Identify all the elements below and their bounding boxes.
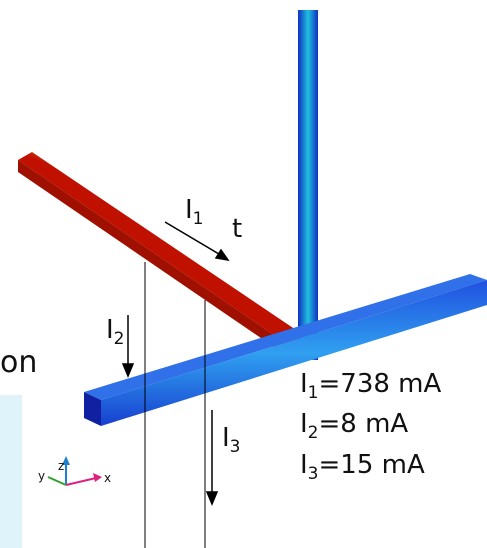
symbol: I: [300, 409, 308, 439]
symbol: I: [300, 369, 308, 399]
fragment: on: [0, 345, 37, 380]
hot-beam-top: [18, 152, 308, 350]
fragment: t: [232, 214, 242, 244]
beam-side: [101, 280, 487, 426]
result: I2=8 mA: [300, 409, 408, 443]
symbol: I: [106, 315, 114, 345]
hot-beam-side: [18, 160, 296, 362]
value: =15 mA: [319, 450, 425, 480]
symbol: I: [185, 195, 193, 225]
axis-label: x: [104, 471, 111, 485]
panel: [0, 395, 22, 548]
symbol: I: [300, 450, 308, 480]
subscript: 1: [308, 383, 319, 403]
subscript: 2: [308, 423, 319, 443]
current-label: I1: [185, 195, 204, 229]
subscript: 2: [114, 329, 125, 349]
vertical-beam: [298, 10, 318, 360]
subscript: 3: [230, 437, 241, 457]
axis-triad: z x y: [38, 456, 111, 485]
figure: I1 I2 I3 I1=738 mA I2=8 mA I3=15 mA t on…: [0, 0, 487, 548]
result: I1=738 mA: [300, 369, 442, 403]
current-label: I3: [222, 423, 241, 457]
value: =738 mA: [319, 369, 442, 399]
symbol: I: [222, 423, 230, 453]
value: =8 mA: [319, 409, 409, 439]
result: I3=15 mA: [300, 450, 425, 484]
current-label: I2: [106, 315, 125, 349]
subscript: 1: [193, 209, 204, 229]
axis-label: z: [58, 459, 64, 473]
subscript: 3: [308, 464, 319, 484]
axis-label: y: [38, 469, 45, 483]
